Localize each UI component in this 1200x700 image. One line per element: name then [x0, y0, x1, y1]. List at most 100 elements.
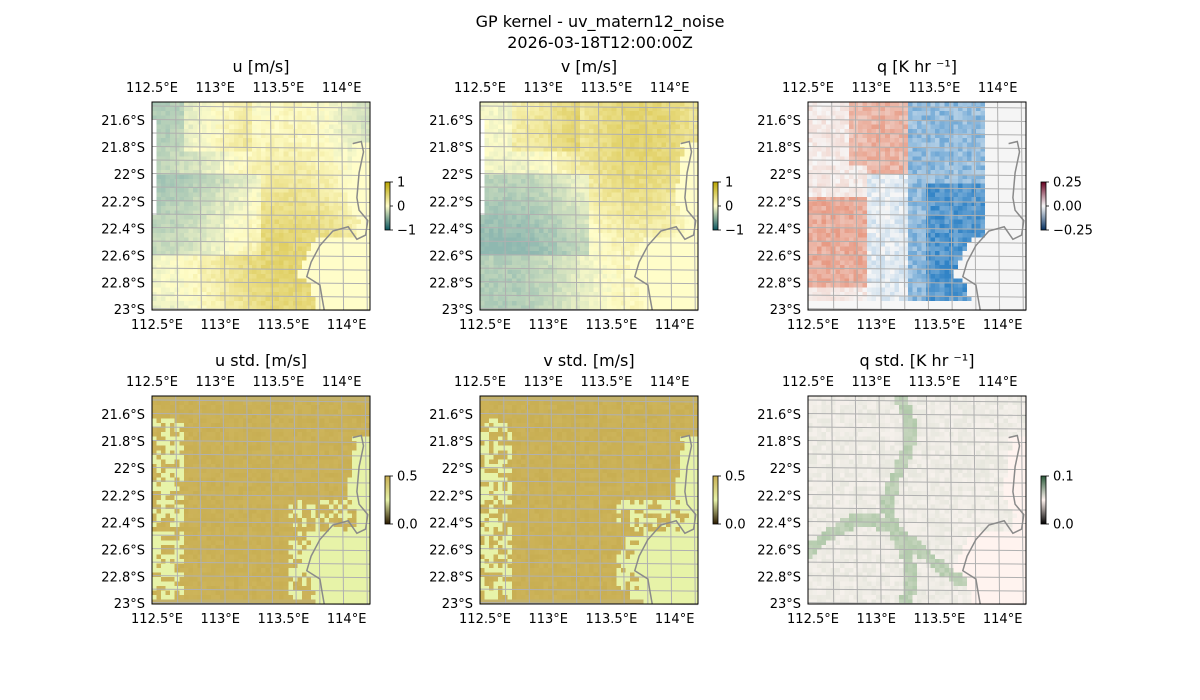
grid-cell — [629, 300, 635, 306]
grid-cell — [570, 169, 576, 175]
grid-cell — [156, 129, 162, 134]
grid-cell — [206, 255, 212, 261]
grid-cell — [201, 278, 207, 284]
grid-cell — [356, 124, 362, 130]
grid-cell — [179, 178, 185, 184]
grid-cell — [880, 102, 886, 107]
grid-cell — [365, 287, 371, 293]
grid-cell — [329, 246, 334, 252]
grid-cell — [607, 255, 613, 261]
grid-cell — [625, 165, 631, 171]
grid-cell — [360, 255, 366, 261]
grid-cell — [265, 129, 271, 134]
grid-cell — [679, 120, 685, 125]
grid-cell — [261, 260, 266, 266]
grid-cell — [657, 147, 662, 153]
grid-cell — [557, 287, 563, 293]
grid-cell — [310, 206, 316, 211]
grid-cell — [265, 246, 271, 252]
grid-cell — [675, 151, 681, 157]
grid-cell — [274, 120, 280, 125]
grid-cell — [484, 287, 490, 293]
grid-cell — [657, 215, 662, 220]
grid-cell — [679, 282, 685, 288]
grid-cell — [867, 120, 872, 125]
grid-cell — [817, 111, 822, 116]
grid-cell — [1003, 138, 1009, 143]
grid-cell — [670, 255, 676, 261]
grid-cell — [152, 224, 157, 229]
grid-cell — [265, 138, 271, 143]
grid-cell — [643, 228, 649, 234]
grid-cell — [274, 246, 280, 252]
grid-cell — [261, 305, 266, 311]
grid-cell — [306, 120, 312, 125]
grid-cell — [183, 111, 189, 116]
grid-cell — [251, 102, 257, 107]
grid-cell — [324, 138, 330, 143]
grid-cell — [552, 255, 558, 261]
grid-cell — [224, 102, 230, 107]
grid-cell — [489, 187, 494, 193]
grid-cell — [161, 210, 166, 216]
grid-cell — [156, 106, 162, 112]
grid-cell — [616, 156, 622, 162]
grid-cell — [342, 147, 348, 153]
grid-cell — [342, 237, 348, 243]
grid-cell — [329, 287, 334, 293]
grid-cell — [161, 115, 166, 121]
grid-cell — [543, 151, 549, 157]
grid-cell — [360, 305, 366, 311]
grid-cell — [220, 196, 225, 202]
grid-cell — [539, 278, 544, 284]
grid-cell — [152, 228, 157, 234]
grid-cell — [552, 228, 558, 234]
grid-cell — [589, 210, 594, 216]
grid-cell — [156, 287, 162, 293]
grid-cell — [584, 300, 590, 306]
grid-cell — [251, 233, 257, 238]
grid-cell — [570, 278, 576, 284]
grid-cell — [516, 160, 522, 166]
grid-cell — [543, 255, 549, 261]
grid-cell — [516, 174, 522, 180]
grid-cell — [511, 296, 517, 302]
grid-cell — [575, 124, 581, 130]
grid-cell — [279, 196, 285, 202]
grid-cell — [570, 233, 576, 238]
grid-cell — [616, 106, 622, 112]
grid-cell — [489, 129, 494, 134]
grid-cell — [543, 187, 549, 193]
grid-cell — [201, 251, 207, 257]
grid-cell — [192, 156, 198, 162]
grid-cell — [693, 102, 699, 107]
grid-cell — [511, 255, 517, 261]
grid-cell — [976, 124, 981, 130]
grid-cell — [174, 102, 180, 107]
grid-cell — [534, 300, 540, 306]
grid-cell — [661, 169, 667, 175]
grid-cell — [507, 187, 513, 193]
grid-cell — [229, 278, 235, 284]
grid-cell — [156, 264, 162, 270]
grid-cell — [333, 300, 339, 306]
grid-cell — [220, 129, 225, 134]
grid-cell — [351, 160, 357, 166]
grid-cell — [566, 142, 572, 148]
grid-cell — [165, 228, 171, 234]
grid-cell — [589, 264, 594, 270]
grid-cell — [917, 142, 922, 148]
grid-cell — [684, 300, 690, 306]
grid-cell — [297, 246, 303, 252]
grid-cell — [356, 291, 362, 297]
grid-cell — [356, 156, 362, 162]
grid-cell — [625, 120, 631, 125]
grid-cell — [360, 264, 366, 270]
grid-cell — [297, 120, 303, 125]
grid-cell — [480, 142, 485, 148]
grid-cell — [529, 269, 535, 275]
grid-cell — [570, 138, 576, 143]
grid-cell — [215, 291, 221, 297]
graticule-line — [479, 240, 699, 244]
grid-cell — [511, 174, 517, 180]
